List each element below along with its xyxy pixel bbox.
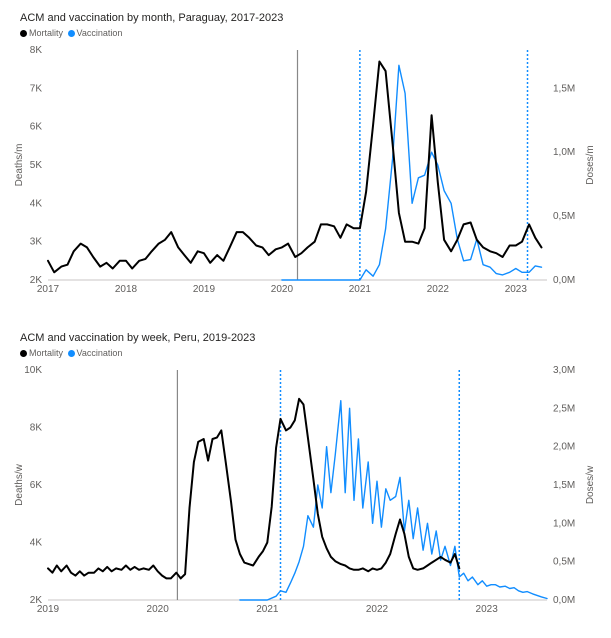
legend-label-vaccination: Vaccination: [76, 28, 123, 38]
y-right-tick-label: 0,0M: [553, 275, 575, 286]
y-left-tick-label: 8K: [30, 423, 43, 434]
chart-legend: Mortality Vaccination: [20, 28, 124, 38]
x-tick-label: 2019: [193, 284, 216, 295]
legend-label-mortality: Mortality: [29, 28, 64, 38]
y-right-axis-label: Doses/m: [585, 145, 596, 184]
series-line-mortality: [47, 60, 543, 274]
series-line-vaccination: [281, 64, 543, 281]
y-right-tick-label: 3,0M: [553, 365, 575, 376]
chart-plot: 2K 3K 4K 5K 6K 7K 8K 0,0M 0,5M 1,0M 1,5M 2017 2018 20…: [14, 45, 596, 295]
y-right-tick-label: 1,5M: [553, 480, 575, 491]
x-tick-label: 2019: [37, 604, 60, 615]
y-left-tick-label: 6K: [30, 122, 43, 133]
y-right-tick-label: 0,0M: [553, 595, 575, 606]
y-left-tick-label: 4K: [30, 198, 43, 209]
x-tick-label: 2018: [115, 284, 138, 295]
y-right-tick-label: 0,5M: [553, 557, 575, 568]
legend-dot-mortality: [20, 350, 27, 357]
y-left-tick-label: 5K: [30, 160, 43, 171]
legend-item-mortality[interactable]: Mortality: [20, 348, 63, 358]
y-right-tick-label: 1,0M: [553, 518, 575, 529]
series-line-mortality: [47, 397, 461, 580]
y-left-tick-label: 2K: [30, 275, 43, 286]
y-left-tick-label: 10K: [24, 365, 42, 376]
x-tick-label: 2023: [476, 604, 499, 615]
chart-plot: 2K 4K 6K 8K 10K 0,0M 0,5M 1,0M 1,5M 2,0M 2,5M 3,0M 2…: [14, 365, 596, 615]
y-left-tick-label: 2K: [30, 595, 43, 606]
legend-label-vaccination: Vaccination: [76, 348, 123, 358]
y-right-tick-label: 2,0M: [553, 442, 575, 453]
y-left-tick-label: 8K: [30, 45, 43, 56]
x-tick-label: 2022: [366, 604, 389, 615]
y-right-tick-label: 2,5M: [553, 403, 575, 414]
x-tick-label: 2020: [147, 604, 170, 615]
y-right-tick-label: 0,5M: [553, 211, 575, 222]
x-tick-label: 2021: [349, 284, 372, 295]
x-tick-label: 2021: [256, 604, 279, 615]
y-left-tick-label: 4K: [30, 538, 43, 549]
x-tick-label: 2017: [37, 284, 60, 295]
y-left-axis-label: Deaths/m: [14, 144, 25, 187]
chart-title: ACM and vaccination by week, Peru, 2019-…: [20, 332, 256, 344]
x-tick-label: 2023: [505, 284, 528, 295]
legend-item-vaccination[interactable]: Vaccination: [67, 28, 123, 38]
y-right-tick-label: 1,5M: [553, 83, 575, 94]
chart-title: ACM and vaccination by month, Paraguay, …: [20, 12, 284, 24]
legend-dot-vaccination: [67, 30, 75, 37]
y-right-axis-label: Doses/w: [585, 465, 596, 504]
legend-item-vaccination[interactable]: Vaccination: [67, 348, 123, 358]
x-tick-label: 2020: [271, 284, 294, 295]
legend-label-mortality: Mortality: [29, 348, 64, 358]
x-tick-label: 2022: [427, 284, 450, 295]
y-left-tick-label: 3K: [30, 237, 43, 248]
paraguay-monthly-chart: ACM and vaccination by month, Paraguay, …: [0, 0, 611, 318]
y-left-tick-label: 6K: [30, 480, 43, 491]
y-right-tick-label: 1,0M: [553, 147, 575, 158]
legend-dot-mortality: [20, 30, 27, 37]
peru-weekly-chart: ACM and vaccination by week, Peru, 2019-…: [0, 320, 611, 638]
chart-legend: Mortality Vaccination: [20, 348, 124, 358]
series-line-vaccination: [239, 399, 548, 601]
y-left-axis-label: Deaths/w: [14, 463, 25, 505]
legend-dot-vaccination: [67, 350, 75, 357]
y-left-tick-label: 7K: [30, 83, 43, 94]
legend-item-mortality[interactable]: Mortality: [20, 28, 63, 38]
